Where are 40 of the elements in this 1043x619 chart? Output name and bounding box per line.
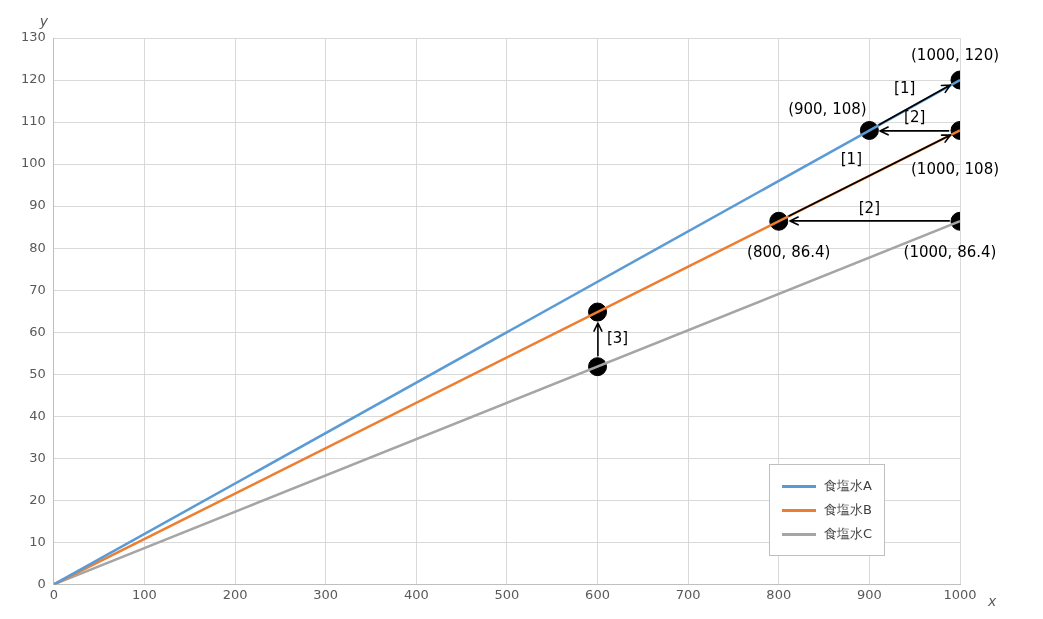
y-tick-label: 100 (20, 155, 46, 171)
annotation: [2] (904, 108, 926, 127)
y-tick-label: 110 (20, 113, 46, 129)
y-tick-label: 60 (29, 323, 46, 339)
legend-label: 食塩水B (823, 501, 872, 519)
x-tick-label: 300 (313, 586, 339, 602)
annotation: (900, 108) (788, 100, 867, 119)
legend-label: 食塩水A (823, 477, 872, 495)
x-axis-title: x (987, 593, 997, 610)
x-tick-label: 1000 (943, 586, 977, 602)
x-tick-label: 700 (675, 586, 701, 602)
x-tick-label: 200 (222, 586, 248, 602)
annotation: [2] (858, 199, 881, 218)
legend-label: 食塩水C (823, 525, 872, 543)
y-tick-label: 80 (29, 239, 46, 255)
x-tick-label: 0 (49, 586, 58, 602)
annotation: (1000, 86.4) (903, 243, 997, 262)
annotation: (1000, 120) (910, 45, 1000, 64)
x-tick-label: 900 (856, 586, 882, 602)
x-tick-label: 600 (585, 586, 610, 602)
annotation: [3] (606, 329, 629, 348)
x-tick-label: 400 (403, 586, 429, 602)
y-tick-label: 10 (29, 533, 46, 549)
annotation: [1] (894, 79, 916, 98)
annotation: [1] (840, 149, 863, 168)
x-tick-label: 100 (132, 586, 157, 602)
annotation: (1000, 108) (910, 160, 1000, 179)
x-tick-label: 800 (766, 586, 792, 602)
y-tick-label: 90 (29, 197, 46, 213)
y-tick-label: 40 (29, 407, 46, 423)
y-tick-label: 50 (29, 365, 46, 381)
annotation: (800, 86.4) (747, 243, 831, 262)
y-tick-label: 0 (37, 575, 46, 591)
y-axis-title: y (38, 12, 49, 29)
y-tick-label: 130 (20, 29, 46, 45)
y-tick-label: 20 (29, 491, 46, 507)
y-tick-label: 120 (20, 71, 46, 87)
y-tick-label: 30 (29, 449, 46, 465)
y-tick-label: 70 (29, 281, 46, 297)
x-tick-label: 500 (494, 586, 520, 602)
